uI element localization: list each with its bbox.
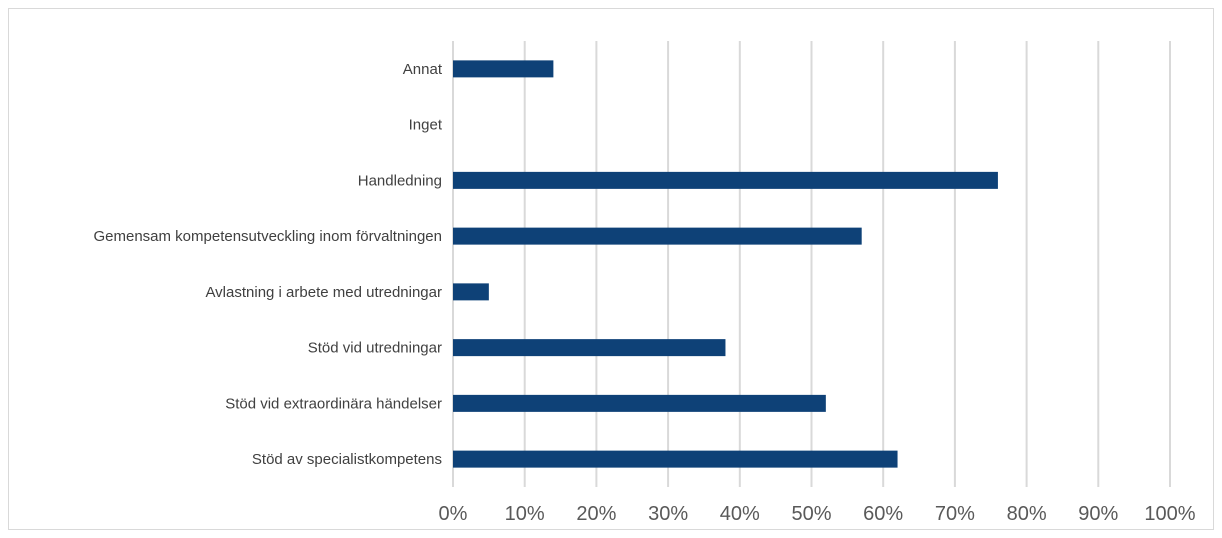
category-label: Inget bbox=[409, 117, 443, 134]
category-label: Avlastning i arbete med utredningar bbox=[205, 284, 442, 301]
bar bbox=[453, 60, 554, 78]
bar bbox=[453, 283, 489, 301]
category-label: Stöd vid extraordinära händelser bbox=[225, 395, 442, 412]
x-tick-label: 70% bbox=[935, 503, 975, 525]
x-tick-label: 30% bbox=[648, 503, 688, 525]
category-label: Stöd av specialistkompetens bbox=[252, 451, 442, 468]
category-label: Gemensam kompetensutveckling inom förval… bbox=[93, 228, 442, 245]
x-tick-label: 100% bbox=[1144, 503, 1195, 525]
x-tick-label: 0% bbox=[439, 503, 468, 525]
category-label: Annat bbox=[403, 61, 443, 78]
grid-lines bbox=[452, 41, 1171, 487]
category-labels: Annat Inget Handledning Gemensam kompetensu… bbox=[93, 61, 442, 468]
category-label: Handledning bbox=[358, 172, 442, 189]
x-tick-label: 20% bbox=[576, 503, 616, 525]
chart-frame: Annat Inget Handledning Gemensam kompetensu… bbox=[8, 8, 1214, 530]
x-tick-label: 60% bbox=[863, 503, 903, 525]
x-axis-tick-labels: 0% 10% 20% 30% 40% 50% 60% 70% 80% 90% 100% bbox=[439, 503, 1196, 525]
category-label: Stöd vid utredningar bbox=[308, 340, 442, 357]
bar bbox=[453, 450, 898, 468]
x-tick-label: 50% bbox=[791, 503, 831, 525]
bar bbox=[453, 171, 998, 189]
x-tick-label: 80% bbox=[1007, 503, 1047, 525]
x-tick-label: 10% bbox=[505, 503, 545, 525]
bar bbox=[453, 339, 726, 357]
x-tick-label: 40% bbox=[720, 503, 760, 525]
x-tick-label: 90% bbox=[1078, 503, 1118, 525]
bar-chart: Annat Inget Handledning Gemensam kompetensu… bbox=[93, 41, 1196, 525]
bar bbox=[453, 394, 826, 412]
bar bbox=[453, 227, 862, 245]
bars bbox=[453, 60, 998, 468]
